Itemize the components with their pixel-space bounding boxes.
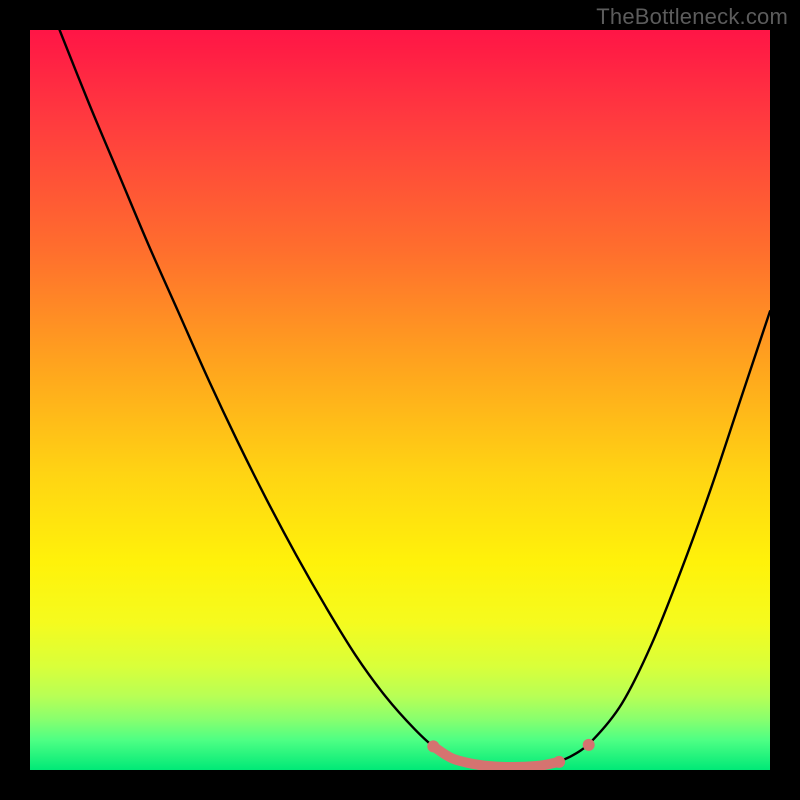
chart-container: TheBottleneck.com	[0, 0, 800, 800]
plot-area	[30, 30, 770, 770]
chart-svg	[30, 30, 770, 770]
gradient-background	[30, 30, 770, 770]
optimal-range-end-dot	[583, 739, 595, 751]
optimal-range-end-cap	[553, 756, 565, 768]
watermark-text: TheBottleneck.com	[596, 4, 788, 30]
optimal-range-start-cap	[427, 740, 439, 752]
